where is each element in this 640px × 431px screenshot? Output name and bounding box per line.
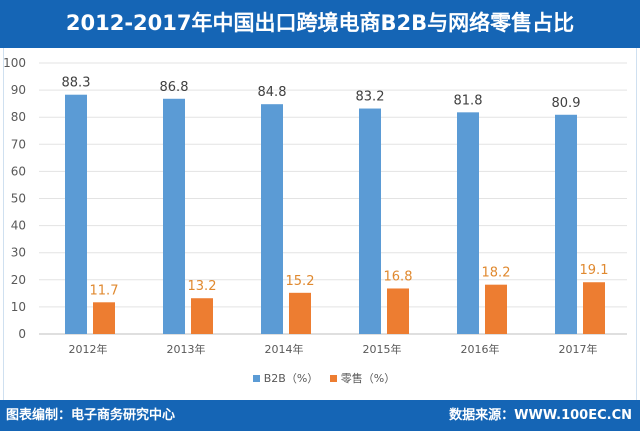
chart-title: 2012-2017年中国出口跨境电商B2B与网络零售占比 xyxy=(0,0,640,48)
y-tick-label: 90 xyxy=(11,83,26,97)
x-tick-label: 2017年 xyxy=(559,342,598,356)
legend-swatch-b2b xyxy=(252,375,260,382)
bar-b2b xyxy=(65,94,87,334)
legend-swatch-retail xyxy=(329,375,337,382)
data-label: 15.2 xyxy=(286,274,315,289)
data-label: 18.2 xyxy=(482,266,511,281)
bar-retail xyxy=(191,298,213,334)
bar-b2b xyxy=(163,98,185,334)
bar-b2b xyxy=(261,104,283,334)
y-tick-label: 50 xyxy=(11,192,26,206)
legend-label-b2b: B2B（%） xyxy=(263,372,319,385)
y-tick-label: 60 xyxy=(11,164,26,178)
bar-b2b xyxy=(555,114,577,334)
x-tick-label: 2016年 xyxy=(461,342,500,356)
bar-b2b xyxy=(359,108,381,334)
y-tick-label: 100 xyxy=(3,56,26,70)
data-label: 11.7 xyxy=(90,283,119,298)
data-label: 88.3 xyxy=(62,76,91,91)
y-tick-label: 30 xyxy=(11,246,26,260)
bar-retail xyxy=(387,288,409,334)
legend: B2B（%） 零售（%） xyxy=(0,370,640,386)
bar-retail xyxy=(583,282,605,334)
y-tick-label: 40 xyxy=(11,219,26,233)
data-label: 13.2 xyxy=(188,279,217,294)
bar-retail xyxy=(93,302,115,334)
data-label: 16.8 xyxy=(384,269,413,284)
x-tick-label: 2013年 xyxy=(167,342,206,356)
footer-credit: 图表编制：电子商务研究中心 xyxy=(6,408,176,423)
data-label: 86.8 xyxy=(160,80,189,95)
x-tick-label: 2012年 xyxy=(69,342,108,356)
y-tick-label: 0 xyxy=(18,327,26,341)
legend-label-retail: 零售（%） xyxy=(340,372,396,385)
bar-chart: 0 10 20 30 40 50 60 70 80 90 100 2012年 88.3 11.7 2013年… xyxy=(3,56,627,356)
x-tick-label: 2014年 xyxy=(265,342,304,356)
y-tick-label: 80 xyxy=(11,110,26,124)
data-label: 84.8 xyxy=(258,85,287,100)
data-label: 81.8 xyxy=(454,93,483,108)
y-tick-label: 10 xyxy=(11,300,26,314)
data-label: 80.9 xyxy=(552,96,581,111)
y-tick-label: 20 xyxy=(11,273,26,287)
data-label: 19.1 xyxy=(580,263,609,278)
chart-panel xyxy=(3,48,637,401)
bar-retail xyxy=(289,292,311,334)
footer: 图表编制：电子商务研究中心 数据来源：WWW.100EC.CN xyxy=(0,400,640,431)
y-tick-label: 70 xyxy=(11,137,26,151)
bar-b2b xyxy=(457,112,479,335)
footer-source: 数据来源：WWW.100EC.CN xyxy=(449,408,632,423)
x-tick-label: 2015年 xyxy=(363,342,402,356)
bar-retail xyxy=(485,284,507,334)
data-label: 83.2 xyxy=(356,90,385,105)
